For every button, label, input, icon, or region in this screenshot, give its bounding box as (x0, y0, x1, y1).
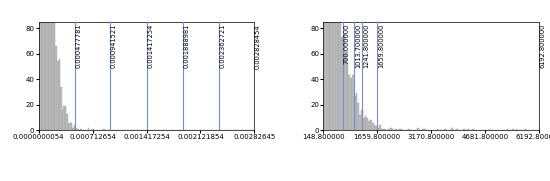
Bar (424, 129, 426, 130)
Bar (376, 127, 377, 130)
Bar (62, 110, 63, 130)
Bar (52, 0, 54, 130)
Bar (339, 17, 341, 130)
Bar (68, 124, 69, 130)
Bar (437, 129, 438, 130)
Bar (341, 37, 343, 130)
Text: 1241.800000: 1241.800000 (363, 24, 369, 68)
Bar (325, 0, 327, 130)
Bar (361, 110, 363, 130)
Bar (417, 128, 419, 130)
Bar (350, 78, 352, 130)
Bar (66, 114, 68, 130)
Text: 1013.700000: 1013.700000 (355, 24, 361, 68)
Bar (40, 0, 42, 130)
Bar (65, 106, 66, 130)
Bar (103, 129, 104, 130)
Bar (358, 104, 359, 130)
Bar (363, 117, 365, 130)
Bar (408, 129, 410, 130)
Bar (50, 0, 51, 130)
Bar (56, 46, 57, 130)
Text: 0.000477781: 0.000477781 (75, 24, 81, 68)
Text: 0.001888981: 0.001888981 (183, 24, 189, 68)
Bar (377, 128, 379, 130)
Bar (74, 125, 75, 130)
Bar (345, 51, 346, 130)
Bar (384, 129, 386, 130)
Bar (69, 123, 71, 130)
Bar (354, 96, 356, 130)
Bar (370, 120, 372, 130)
Bar (395, 129, 397, 130)
Text: 6192.800000: 6192.800000 (540, 24, 546, 68)
Bar (327, 0, 329, 130)
Bar (444, 129, 446, 130)
Bar (343, 35, 345, 130)
Text: 0.002362721: 0.002362721 (219, 24, 226, 68)
Bar (329, 0, 331, 130)
Bar (388, 129, 390, 130)
Bar (507, 129, 508, 130)
Bar (88, 128, 89, 130)
Text: 0.002828454: 0.002828454 (255, 24, 261, 69)
Bar (77, 129, 79, 130)
Bar (383, 129, 384, 130)
Bar (464, 129, 465, 130)
Bar (39, 0, 40, 130)
Bar (75, 128, 77, 130)
Bar (48, 0, 49, 130)
Bar (359, 115, 361, 130)
Bar (525, 129, 526, 130)
Bar (512, 129, 514, 130)
Bar (356, 93, 358, 130)
Bar (58, 59, 60, 130)
Text: 0.000941521: 0.000941521 (111, 24, 117, 68)
Bar (372, 123, 373, 130)
Bar (331, 0, 332, 130)
Bar (338, 0, 339, 130)
Bar (43, 0, 45, 130)
Text: 700.000000: 700.000000 (344, 24, 350, 64)
Bar (54, 19, 56, 130)
Bar (57, 61, 58, 130)
Bar (451, 128, 453, 130)
Bar (46, 0, 48, 130)
Bar (488, 129, 491, 130)
Bar (373, 125, 376, 130)
Bar (73, 128, 74, 130)
Bar (392, 129, 393, 130)
Bar (399, 129, 400, 130)
Bar (381, 129, 383, 130)
Bar (368, 121, 370, 130)
Bar (400, 129, 403, 130)
Text: 1659.800000: 1659.800000 (378, 24, 384, 68)
Bar (42, 0, 43, 130)
Bar (516, 129, 518, 130)
Bar (45, 0, 46, 130)
Bar (422, 129, 424, 130)
Bar (390, 128, 392, 130)
Bar (467, 129, 469, 130)
Bar (51, 0, 52, 130)
Bar (60, 87, 62, 130)
Bar (456, 129, 458, 130)
Bar (332, 0, 334, 130)
Bar (334, 0, 336, 130)
Bar (92, 129, 94, 130)
Bar (366, 117, 368, 130)
Bar (349, 75, 350, 130)
Bar (379, 125, 381, 130)
Bar (63, 106, 65, 130)
Bar (336, 0, 338, 130)
Bar (323, 0, 325, 130)
Bar (352, 75, 354, 130)
Bar (80, 129, 81, 130)
Bar (71, 123, 73, 130)
Text: 0.001417254: 0.001417254 (147, 24, 153, 68)
Bar (472, 129, 474, 130)
Bar (346, 63, 349, 130)
Bar (365, 116, 366, 130)
